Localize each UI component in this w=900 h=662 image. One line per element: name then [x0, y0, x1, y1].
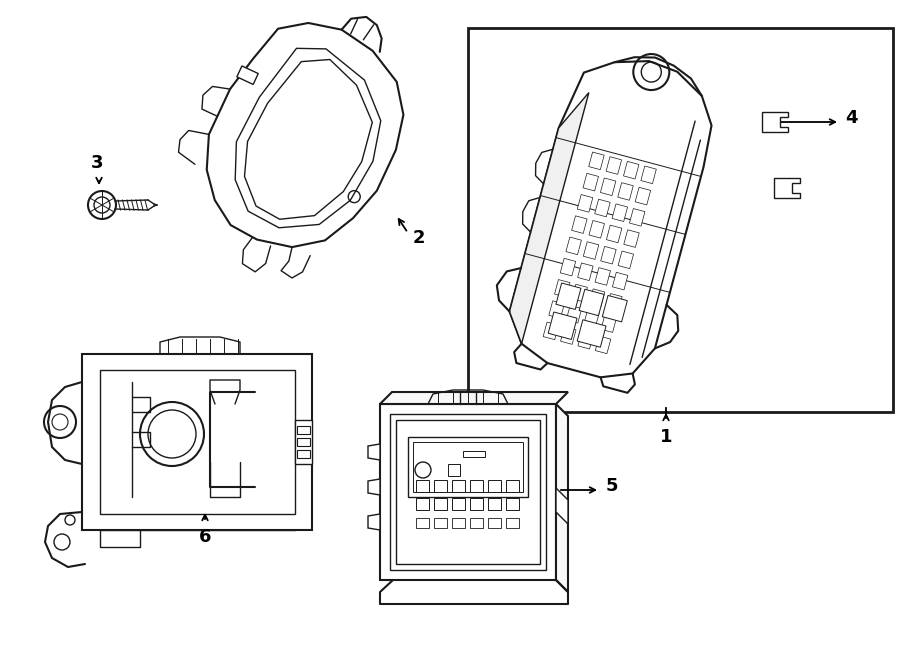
Polygon shape	[607, 293, 622, 311]
Polygon shape	[578, 332, 593, 349]
Polygon shape	[413, 442, 523, 492]
Polygon shape	[207, 23, 403, 247]
Polygon shape	[506, 518, 519, 528]
Polygon shape	[595, 199, 610, 217]
Polygon shape	[600, 178, 616, 195]
Polygon shape	[618, 251, 634, 269]
Polygon shape	[762, 112, 788, 132]
Polygon shape	[624, 162, 639, 179]
Polygon shape	[235, 48, 381, 228]
Polygon shape	[297, 450, 310, 458]
Polygon shape	[368, 514, 380, 530]
Polygon shape	[434, 480, 447, 492]
Polygon shape	[416, 480, 429, 492]
Polygon shape	[612, 272, 628, 290]
Polygon shape	[448, 464, 460, 476]
Polygon shape	[583, 173, 599, 191]
Polygon shape	[452, 480, 465, 492]
Polygon shape	[434, 518, 447, 528]
Polygon shape	[295, 420, 312, 464]
Polygon shape	[589, 152, 604, 169]
Polygon shape	[572, 284, 588, 302]
Polygon shape	[416, 518, 429, 528]
Polygon shape	[607, 225, 622, 243]
Polygon shape	[509, 93, 589, 344]
Polygon shape	[506, 498, 519, 510]
Polygon shape	[556, 283, 581, 309]
Polygon shape	[601, 315, 617, 332]
Polygon shape	[488, 480, 501, 492]
Polygon shape	[509, 61, 712, 377]
Polygon shape	[368, 479, 380, 495]
Polygon shape	[380, 392, 568, 404]
Polygon shape	[390, 414, 546, 570]
Polygon shape	[434, 498, 447, 510]
Text: 3: 3	[91, 154, 104, 172]
Polygon shape	[452, 518, 465, 528]
Polygon shape	[470, 480, 483, 492]
Polygon shape	[600, 246, 617, 264]
Polygon shape	[566, 305, 581, 323]
Polygon shape	[452, 498, 465, 510]
Polygon shape	[368, 444, 380, 460]
Polygon shape	[577, 320, 606, 348]
Polygon shape	[544, 322, 559, 340]
Text: 2: 2	[413, 229, 426, 247]
Polygon shape	[561, 327, 576, 344]
Polygon shape	[583, 310, 599, 328]
Polygon shape	[595, 336, 611, 354]
Polygon shape	[635, 187, 651, 205]
Polygon shape	[556, 404, 568, 592]
Polygon shape	[602, 295, 627, 322]
Polygon shape	[408, 437, 528, 497]
Bar	[463, 451, 485, 457]
Polygon shape	[470, 518, 483, 528]
Polygon shape	[629, 209, 645, 226]
Polygon shape	[470, 498, 483, 510]
Polygon shape	[774, 178, 800, 198]
Text: 5: 5	[606, 477, 618, 495]
Polygon shape	[549, 301, 564, 318]
Polygon shape	[624, 230, 639, 248]
Polygon shape	[617, 183, 634, 200]
Bar	[468, 28, 893, 412]
Polygon shape	[380, 404, 556, 580]
Polygon shape	[590, 289, 605, 307]
Polygon shape	[578, 263, 593, 281]
Polygon shape	[488, 518, 501, 528]
Text: 4: 4	[845, 109, 858, 127]
Polygon shape	[579, 289, 604, 316]
Polygon shape	[100, 370, 295, 514]
Polygon shape	[297, 426, 310, 434]
Text: 6: 6	[199, 528, 212, 546]
Polygon shape	[606, 157, 622, 174]
Polygon shape	[566, 237, 581, 255]
Polygon shape	[556, 488, 568, 524]
Polygon shape	[641, 166, 656, 183]
Polygon shape	[589, 220, 605, 238]
Polygon shape	[237, 66, 258, 85]
Text: 1: 1	[660, 428, 672, 446]
Polygon shape	[577, 195, 593, 212]
Polygon shape	[548, 312, 577, 340]
Polygon shape	[82, 354, 312, 530]
Polygon shape	[488, 498, 501, 510]
Polygon shape	[572, 216, 587, 234]
Polygon shape	[612, 204, 627, 222]
Polygon shape	[554, 279, 570, 297]
Polygon shape	[595, 267, 610, 285]
Polygon shape	[297, 438, 310, 446]
Polygon shape	[560, 258, 576, 276]
Polygon shape	[396, 420, 540, 564]
Polygon shape	[583, 242, 599, 260]
Polygon shape	[416, 498, 429, 510]
Polygon shape	[506, 480, 519, 492]
